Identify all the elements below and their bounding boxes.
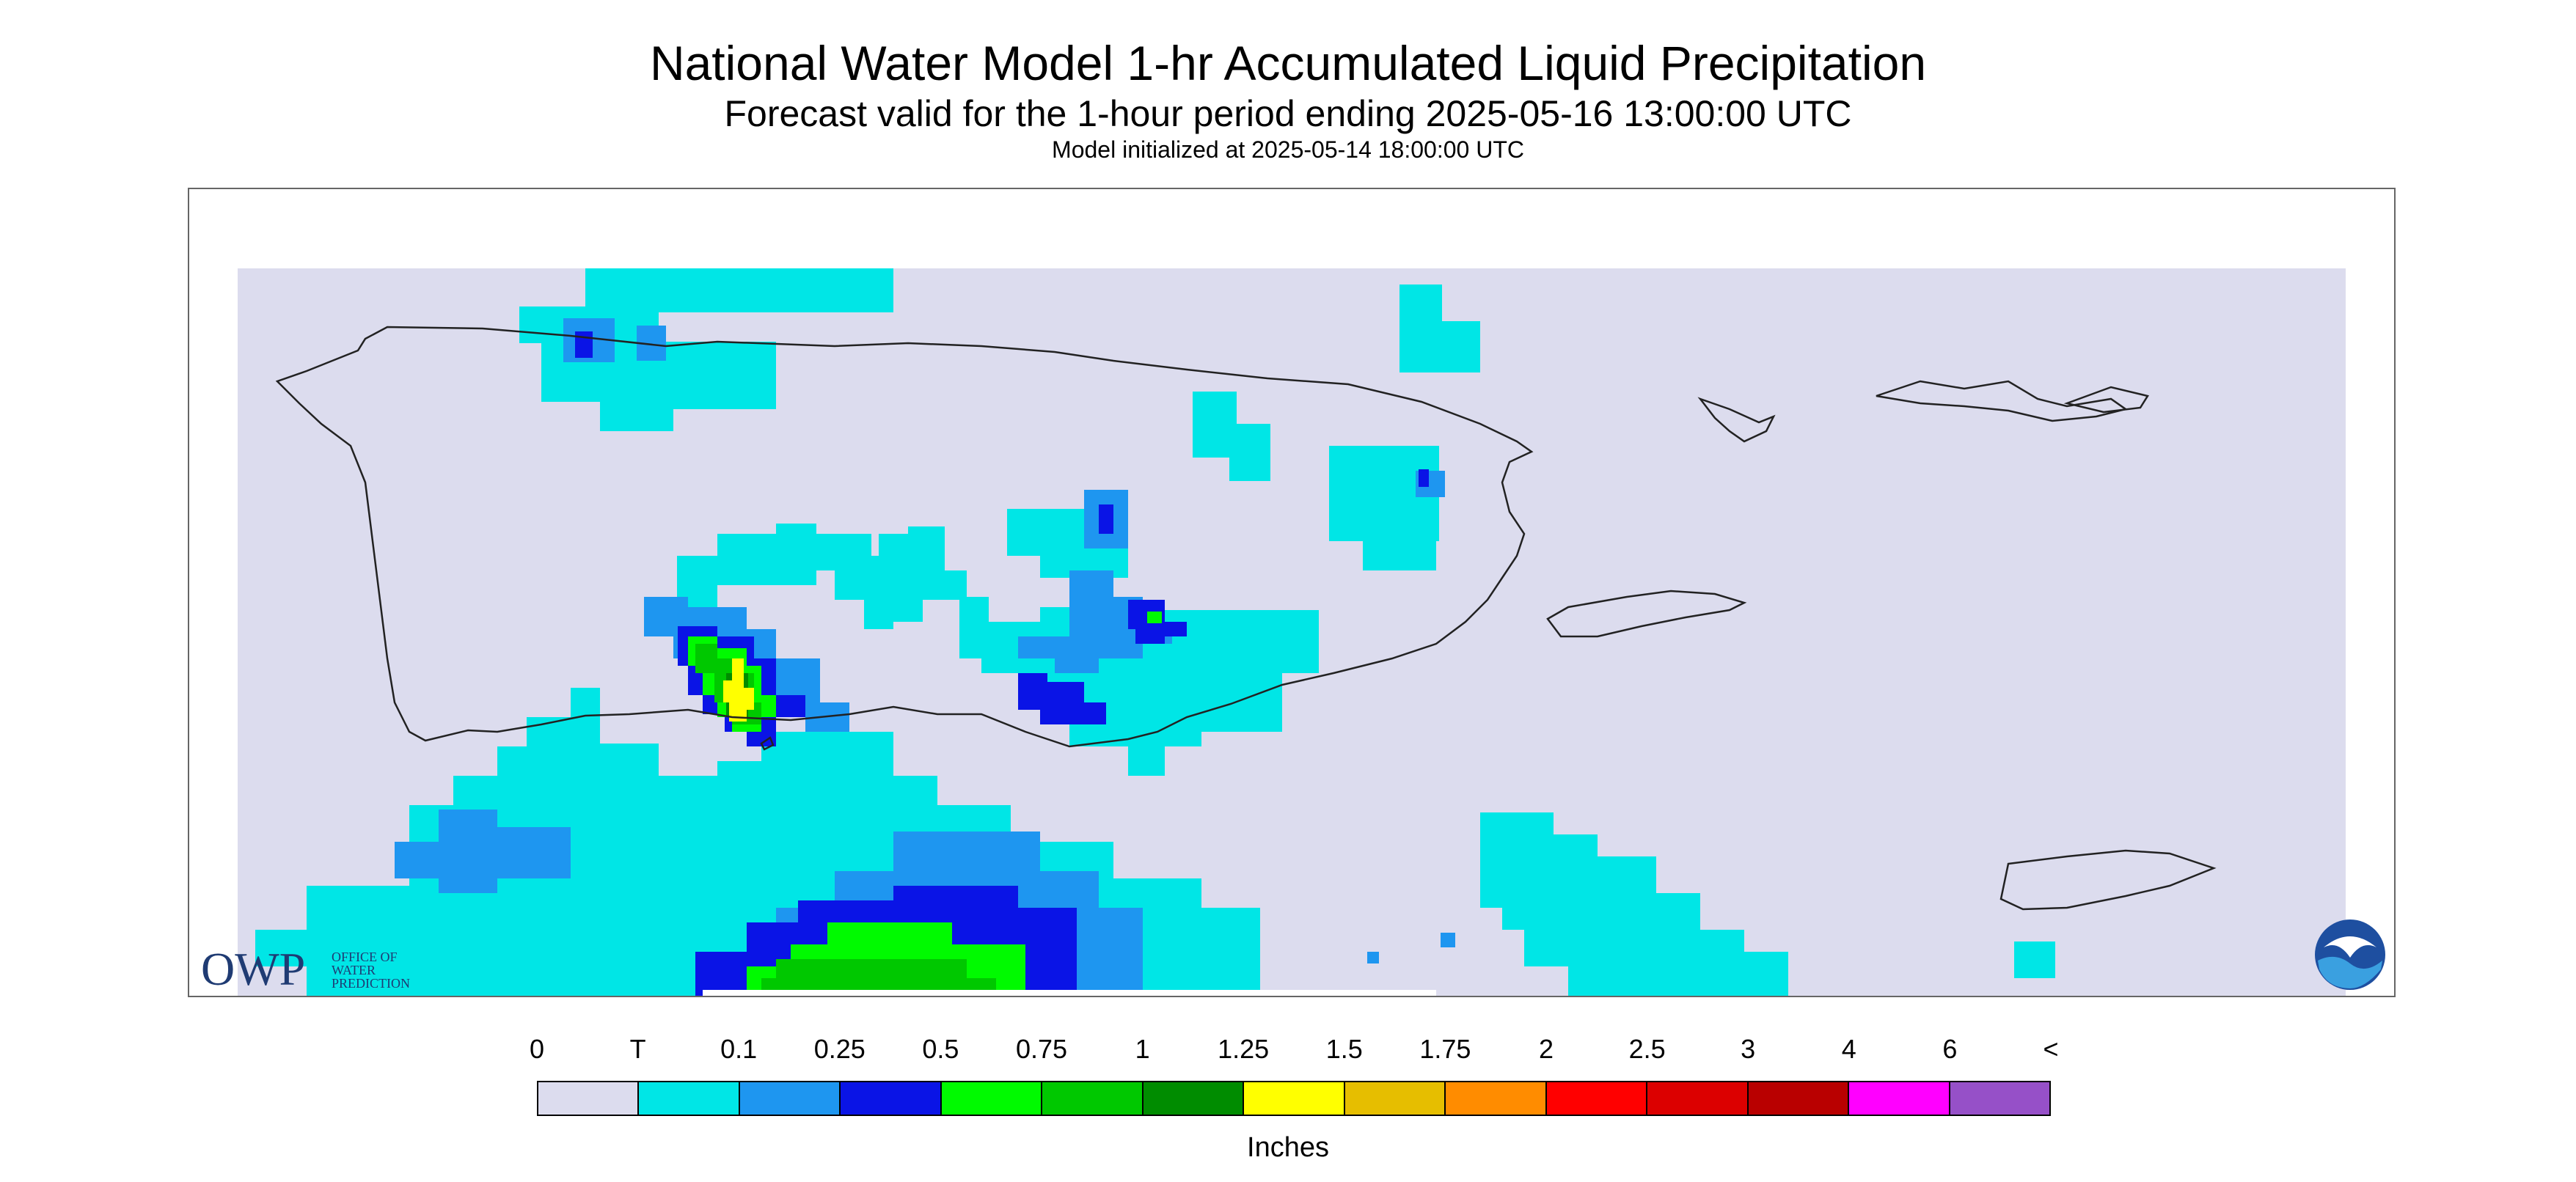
colorbar-label: < — [2043, 1034, 2059, 1064]
colorbar-swatch — [1446, 1082, 1547, 1115]
owp-logo-line: OFFICE OF — [332, 950, 398, 964]
culebra-coastline — [1697, 397, 1776, 443]
colorbar-label: 1 — [1135, 1034, 1150, 1064]
coastlines — [275, 326, 2217, 911]
colorbar-swatch — [538, 1082, 640, 1115]
colorbar-label: 4 — [1841, 1034, 1856, 1064]
colorbar-swatch — [1950, 1082, 2050, 1115]
colorbar-swatch — [639, 1082, 740, 1115]
colorbar-label: 0 — [529, 1034, 545, 1064]
colorbar-label: 1.75 — [1419, 1034, 1471, 1064]
owp-logo-mark: OWP — [201, 943, 306, 995]
colorbar-label: 0.1 — [720, 1034, 758, 1064]
colorbar-swatch — [1244, 1082, 1345, 1115]
colorbar-swatch — [1849, 1082, 1950, 1115]
colorbar-swatch — [1344, 1082, 1446, 1115]
colorbar-swatch — [941, 1082, 1043, 1115]
colorbar-label: 1.25 — [1218, 1034, 1270, 1064]
colorbar-label: 0.25 — [813, 1034, 866, 1064]
colorbar-label: 2 — [1538, 1034, 1554, 1064]
colorbar — [537, 1081, 2051, 1116]
st-john-coastline — [2063, 386, 2149, 414]
colorbar-swatch — [1143, 1082, 1245, 1115]
noaa-logo — [2315, 919, 2385, 990]
extreme-precip-areas — [723, 658, 754, 722]
map-bottom-gap — [703, 990, 1436, 996]
colorbar-label: 0.5 — [922, 1034, 959, 1064]
colorbar-swatch — [739, 1082, 841, 1115]
colorbar-label: 2.5 — [1628, 1034, 1666, 1064]
st-thomas-coastline — [1876, 380, 2128, 422]
colorbar-label: 6 — [1942, 1034, 1958, 1064]
vieques-coastline — [1546, 590, 1747, 638]
st-croix-coastline — [1999, 849, 2217, 911]
puerto-rico-coastline — [275, 326, 1534, 748]
map-panel: OWP OFFICE OF WATER PREDICTION — [188, 188, 2396, 997]
map-edge-white — [2346, 268, 2394, 996]
colorbar-swatch — [841, 1082, 942, 1115]
owp-logo-line: PREDICTION — [332, 976, 410, 991]
caja-de-muertos-coastline — [760, 736, 775, 751]
colorbar-label: 3 — [1741, 1034, 1756, 1064]
colorbar-label: 1.5 — [1325, 1034, 1363, 1064]
owp-logo-line: WATER — [332, 963, 376, 977]
owp-logo-text: OFFICE OF WATER PREDICTION — [332, 950, 410, 990]
precipitation-map — [238, 268, 2394, 996]
colorbar-units: Inches — [1247, 1132, 1329, 1163]
map-subtitle: Forecast valid for the 1-hour period end… — [724, 93, 1852, 134]
colorbar-swatch — [1647, 1082, 1749, 1115]
map-title: National Water Model 1-hr Accumulated Li… — [649, 36, 1927, 90]
colorbar-swatch — [1748, 1082, 1850, 1115]
colorbar-label: T — [629, 1034, 646, 1064]
colorbar-labels: 0 T 0.1 0.25 0.5 0.75 1 1.25 1.5 1.75 2 2.5 3 4 6 < — [530, 1034, 2059, 1071]
colorbar-label: 0.75 — [1015, 1034, 1068, 1064]
owp-logo: OWP OFFICE OF WATER PREDICTION — [201, 946, 450, 993]
model-init-text: Model initialized at 2025-05-14 18:00:00… — [1052, 136, 1524, 163]
colorbar-swatch — [1546, 1082, 1648, 1115]
colorbar-swatch — [1042, 1082, 1144, 1115]
